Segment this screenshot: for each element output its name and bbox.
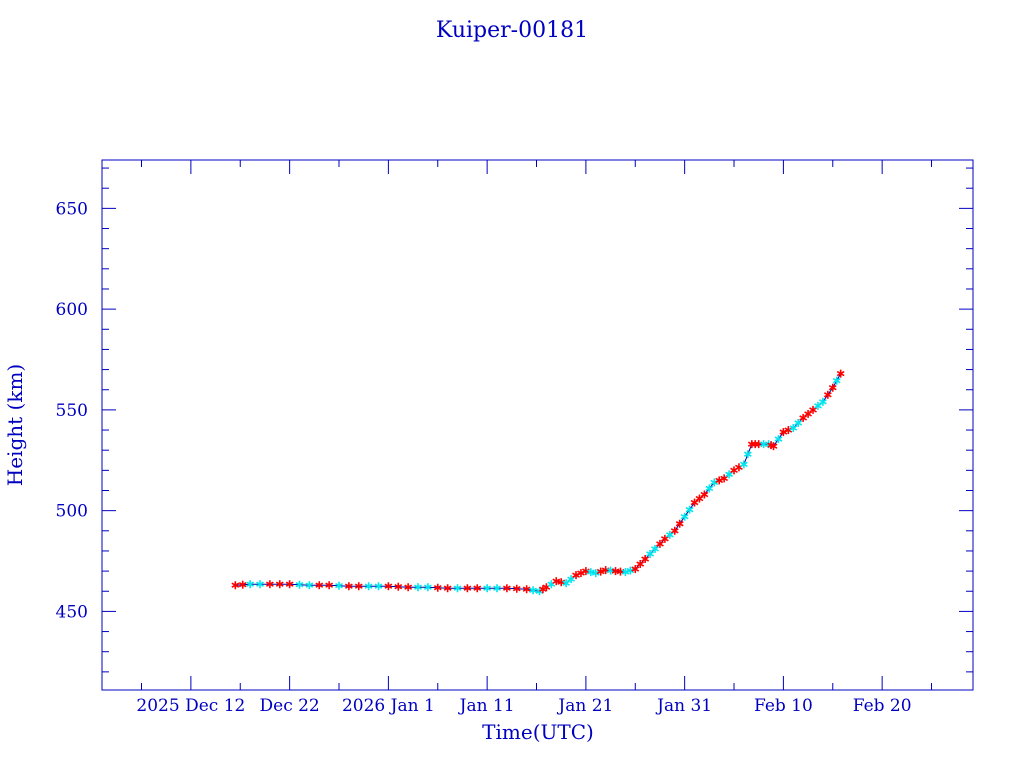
height-series: [231, 369, 845, 596]
x-tick-labels: 2025 Dec 12 Dec 22 2026 Jan 1 Jan 11 Jan 21 J…: [136, 696, 911, 716]
data-point: [823, 390, 832, 399]
data-point: [794, 418, 803, 427]
data-point: [567, 575, 575, 584]
data-point: [522, 585, 531, 594]
x-tick-label: Feb 20: [853, 696, 912, 716]
data-point: [774, 435, 783, 444]
data-point: [670, 526, 679, 535]
data-point: [818, 397, 827, 406]
x-tick-label: Dec 22: [260, 696, 320, 716]
data-point: [636, 560, 645, 569]
data-point: [463, 584, 472, 593]
data-point: [739, 460, 748, 469]
data-point: [656, 539, 664, 548]
data-point: [275, 580, 284, 589]
x-tick-label: Jan 31: [655, 696, 712, 716]
data-point: [725, 470, 733, 479]
data-point: [631, 565, 640, 574]
data-point: [799, 413, 808, 422]
data-point: [651, 544, 659, 553]
data-point: [685, 505, 694, 514]
data-point: [680, 512, 689, 521]
data-point: [256, 580, 264, 589]
data-point: [423, 583, 432, 592]
data-point: [433, 583, 442, 592]
axis-ticks: [102, 160, 973, 690]
x-tick-label: Jan 21: [556, 696, 613, 716]
data-point: [238, 580, 247, 589]
data-point: [231, 581, 240, 590]
data-point: [743, 450, 752, 459]
data-point: [285, 580, 294, 589]
data-point: [836, 369, 845, 378]
y-tick-label: 550: [56, 401, 88, 421]
data-point: [483, 584, 492, 593]
data-point: [641, 555, 650, 564]
data-point: [596, 567, 605, 576]
data-point: [591, 569, 600, 578]
data-point: [660, 534, 669, 543]
x-tick-label: 2026 Jan 1: [342, 696, 435, 716]
data-point: [414, 583, 422, 592]
y-tick-label: 500: [56, 502, 88, 522]
data-point: [265, 580, 274, 589]
data-point: [626, 566, 635, 575]
x-tick-label: 2025 Dec 12: [136, 696, 245, 716]
data-point: [562, 579, 571, 588]
plot-frame: [101, 159, 974, 691]
data-point: [493, 584, 501, 593]
data-point: [246, 580, 255, 589]
data-point: [646, 549, 654, 558]
data-point: [295, 580, 304, 589]
data-point: [695, 494, 704, 503]
data-point: [384, 582, 393, 591]
x-tick-label: Jan 11: [458, 696, 515, 716]
data-point: [374, 582, 383, 591]
chart-title: Kuiper-00181: [436, 18, 588, 43]
x-axis-label: Time(UTC): [482, 720, 594, 744]
data-point: [502, 584, 511, 593]
data-point: [394, 582, 403, 591]
y-tick-label: 450: [56, 602, 88, 622]
y-axis-label: Height (km): [3, 364, 27, 486]
data-point: [529, 586, 537, 595]
y-tick-label: 650: [56, 199, 88, 219]
data-point: [690, 498, 699, 507]
y-tick-label: 600: [56, 300, 88, 320]
data-point: [814, 401, 822, 410]
data-point: [547, 580, 556, 589]
data-point: [804, 409, 812, 418]
data-point: [705, 484, 714, 493]
data-point: [335, 581, 343, 590]
data-point: [665, 530, 674, 539]
data-point: [344, 582, 353, 591]
data-point: [769, 442, 778, 451]
data-point: [700, 490, 709, 499]
data-point: [364, 582, 373, 591]
data-point: [735, 463, 743, 472]
x-tick-label: Feb 10: [754, 696, 813, 716]
data-point: [789, 424, 798, 433]
data-point: [675, 519, 684, 528]
data-point: [512, 584, 521, 593]
series-line: [235, 373, 842, 592]
data-point: [443, 584, 452, 593]
y-tick-labels: 450 500 550 600 650: [56, 199, 88, 622]
data-point: [354, 582, 363, 591]
data-point: [453, 584, 462, 593]
data-point: [404, 583, 413, 592]
data-point: [325, 581, 334, 590]
data-point: [809, 405, 817, 414]
data-point: [473, 584, 482, 593]
data-point: [621, 568, 630, 577]
data-point: [828, 383, 837, 392]
data-point: [720, 474, 729, 483]
data-point: [305, 581, 314, 590]
data-point: [315, 581, 324, 590]
data-point: [832, 376, 841, 385]
